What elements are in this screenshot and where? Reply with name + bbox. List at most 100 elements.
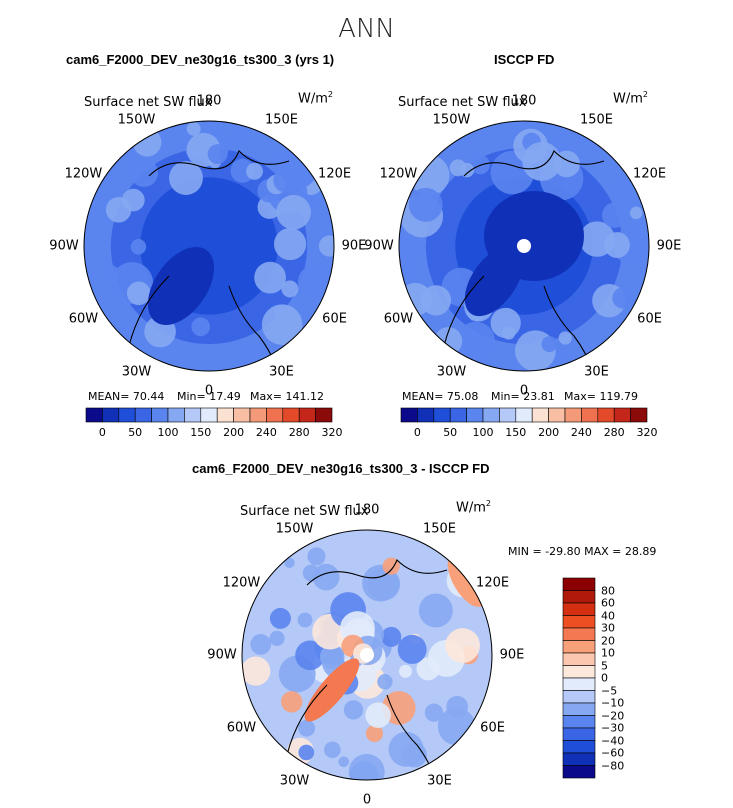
lon-label: 120E (633, 166, 667, 181)
panel1-max: Max= 141.12 (250, 390, 324, 403)
lon-label: 90E (499, 647, 525, 663)
lon-label: 120E (318, 166, 352, 181)
colorbar-tick-label: 320 (636, 426, 658, 439)
panel1-mean: MEAN= 70.44 (88, 390, 165, 403)
panel1-colorbar (85, 407, 333, 423)
colorbar-tick-label: 100 (157, 426, 179, 439)
colorbar-tick-label: 280 (288, 426, 310, 439)
colorbar-tick-label: −5 (601, 684, 618, 697)
panel3-map-border (241, 529, 493, 781)
lon-label: 150E (264, 112, 299, 128)
colorbar-swatch (315, 407, 333, 423)
panel1-map-border (83, 120, 335, 372)
panel2-map-border (398, 120, 650, 372)
colorbar-swatch (562, 715, 596, 729)
colorbar-tick-label: 200 (538, 426, 560, 439)
colorbar-tick-label: 10 (601, 646, 615, 660)
colorbar-swatch (562, 627, 596, 641)
colorbar-swatch (562, 602, 596, 616)
panel1-min: Min= 17.49 (177, 390, 241, 403)
colorbar-tick-label: −30 (601, 721, 625, 735)
colorbar-tick-label: 240 (255, 426, 277, 439)
colorbar-swatch (298, 407, 316, 423)
colorbar-swatch (515, 407, 533, 423)
panel3-title: cam6_F2000_DEV_ne30g16_ts300_3 - ISCCP F… (192, 461, 490, 476)
lon-label: 60W (226, 720, 257, 735)
colorbar-tick-label: 80 (601, 584, 615, 597)
lon-label: 150W (432, 112, 471, 128)
colorbar-swatch (200, 407, 218, 423)
panel1-field (84, 121, 334, 371)
lon-label: 60E (480, 720, 505, 735)
lon-label: 120E (476, 575, 510, 590)
colorbar-tick-label: 0 (413, 426, 421, 439)
colorbar-swatch (562, 677, 596, 691)
colorbar-tick-label: −40 (601, 734, 625, 747)
colorbar-swatch (85, 407, 103, 423)
colorbar-swatch (562, 665, 596, 679)
colorbar-tick-label: 100 (472, 426, 494, 439)
colorbar-swatch (562, 590, 596, 604)
lon-label: 90W (207, 647, 237, 663)
colorbar-tick-label: 50 (443, 426, 458, 439)
lon-label: 150W (275, 521, 314, 537)
panel2-mean: MEAN= 75.08 (402, 390, 479, 403)
panel3-minmax: MIN = -29.80 MAX = 28.89 (508, 545, 657, 558)
panel1-title: cam6_F2000_DEV_ne30g16_ts300_3 (yrs 1) (66, 52, 335, 67)
colorbar-tick-label: 0 (601, 671, 608, 685)
colorbar-tick-label: 150 (190, 426, 212, 439)
panel3-colorbar (562, 577, 596, 779)
colorbar-swatch (266, 407, 284, 423)
colorbar-swatch (597, 407, 615, 423)
lon-label: 180 (196, 93, 222, 109)
colorbar-swatch (562, 752, 596, 766)
lon-label: 180 (511, 93, 537, 109)
colorbar-tick-label: 280 (603, 426, 625, 439)
panel1-units: W/m2 (298, 90, 333, 107)
colorbar-swatch (184, 407, 202, 423)
lon-label: 0 (519, 383, 529, 399)
colorbar-tick-label: 50 (128, 426, 143, 439)
colorbar-swatch (630, 407, 648, 423)
lon-label: 30W (121, 364, 152, 380)
season-title: ANN (338, 14, 395, 44)
colorbar-tick-label: 150 (505, 426, 527, 439)
lon-label: 150E (422, 521, 457, 537)
colorbar-swatch (613, 407, 631, 423)
lon-label: 90E (341, 238, 367, 254)
colorbar-tick-label: −10 (601, 696, 625, 710)
lon-label: 30E (427, 773, 452, 789)
colorbar-swatch (400, 407, 418, 423)
colorbar-swatch (118, 407, 136, 423)
panel2-min: Min= 23.81 (491, 390, 555, 403)
lon-label: 180 (354, 502, 380, 518)
colorbar-tick-label: 200 (223, 426, 245, 439)
panel3-units: W/m2 (456, 499, 491, 516)
panel2-max: Max= 119.79 (564, 390, 638, 403)
colorbar-swatch (562, 577, 596, 591)
lon-label: 90W (49, 238, 79, 254)
colorbar-swatch (167, 407, 185, 423)
colorbar-tick-label: 240 (570, 426, 592, 439)
lon-label: 120W (64, 166, 103, 181)
colorbar-swatch (449, 407, 467, 423)
lon-label: 120W (222, 575, 261, 590)
colorbar-swatch (562, 615, 596, 629)
colorbar-tick-label: −80 (601, 759, 625, 772)
colorbar-tick-label: 5 (601, 659, 608, 672)
colorbar-tick-label: −60 (601, 746, 625, 760)
colorbar-swatch (562, 765, 596, 779)
lon-label: 0 (362, 792, 372, 808)
colorbar-swatch (433, 407, 451, 423)
colorbar-tick-label: 40 (601, 609, 615, 622)
colorbar-swatch (216, 407, 234, 423)
panel3-variable: Surface net SW flux (240, 504, 369, 519)
panel2-title: ISCCP FD (494, 52, 555, 67)
colorbar-tick-label: 0 (98, 426, 106, 439)
colorbar-swatch (562, 727, 596, 741)
colorbar-swatch (562, 702, 596, 716)
lon-label: 30E (584, 364, 609, 380)
colorbar-swatch (531, 407, 549, 423)
colorbar-swatch (249, 407, 267, 423)
colorbar-swatch (482, 407, 500, 423)
